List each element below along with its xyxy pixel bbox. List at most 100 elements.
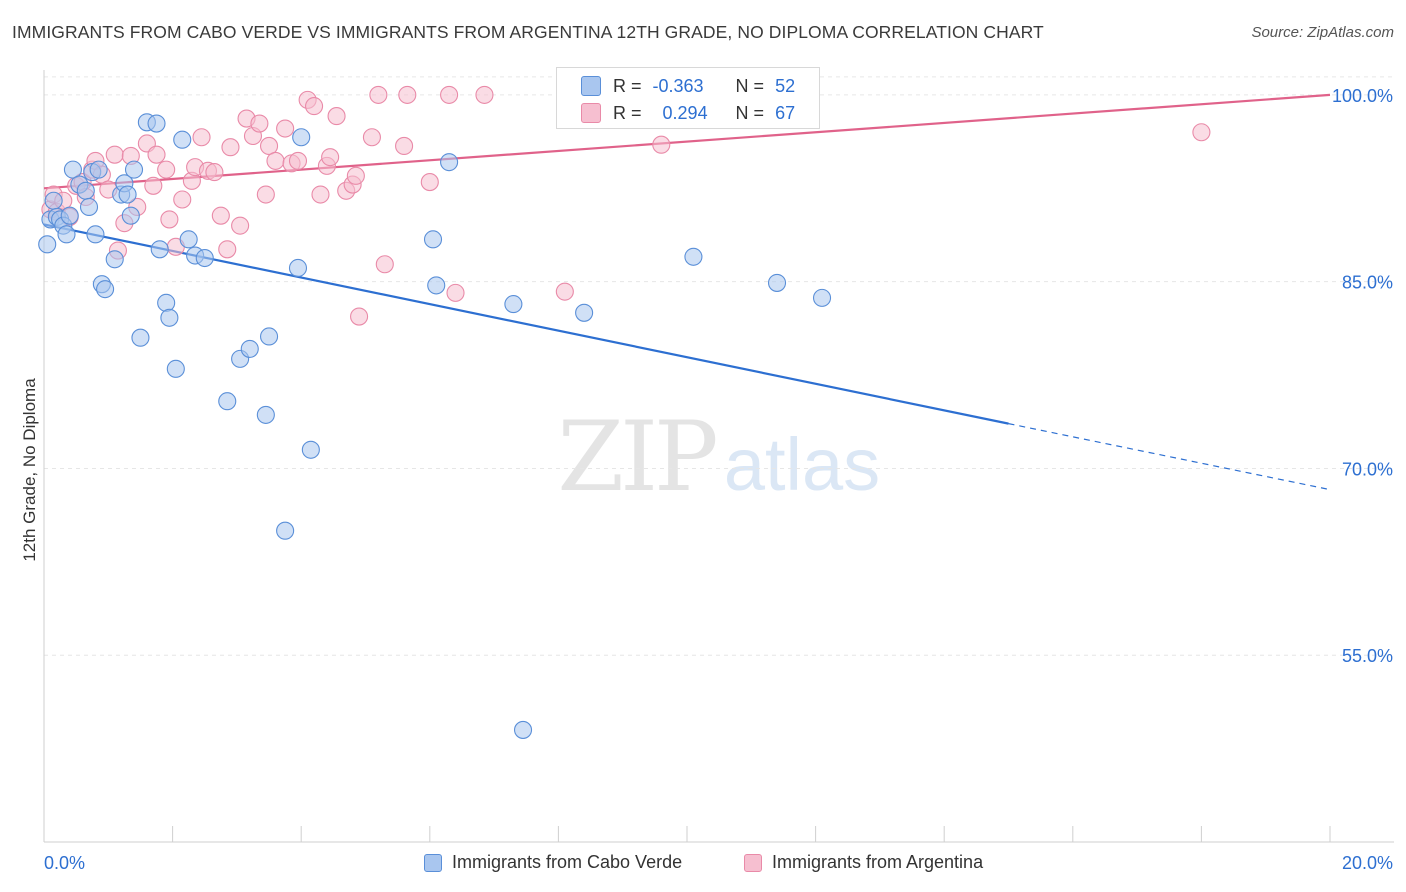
point-argentina	[652, 135, 671, 154]
point-cabo-verde	[147, 114, 166, 133]
point-argentina	[144, 176, 163, 195]
n-label: N =	[735, 76, 765, 96]
point-argentina	[555, 282, 574, 301]
point-cabo-verde	[195, 248, 214, 268]
r-label: R =	[613, 76, 642, 96]
watermark-zip: ZIP	[557, 401, 716, 513]
chart-title: IMMIGRANTS FROM CABO VERDE VS IMMIGRANTS…	[12, 22, 1044, 42]
point-cabo-verde	[105, 250, 124, 269]
point-argentina	[105, 145, 124, 164]
bottom-legend: Immigrants from Cabo Verde Immigrants fr…	[0, 852, 1406, 878]
point-argentina	[305, 97, 324, 116]
point-cabo-verde	[121, 206, 140, 225]
r-value: -0.363	[652, 76, 704, 96]
point-cabo-verde	[684, 247, 703, 266]
point-cabo-verde	[292, 128, 311, 147]
point-argentina	[288, 151, 308, 170]
grid	[44, 76, 1394, 656]
point-argentina	[192, 128, 211, 147]
point-argentina	[147, 145, 166, 164]
point-argentina	[1192, 123, 1211, 142]
point-argentina	[346, 166, 365, 185]
point-cabo-verde	[440, 153, 459, 172]
point-cabo-verde	[60, 206, 79, 225]
n-value: 67	[775, 103, 796, 123]
point-argentina	[231, 216, 250, 235]
point-cabo-verde	[89, 160, 108, 179]
point-argentina	[475, 85, 494, 104]
watermark-atlas: atlas	[724, 423, 880, 506]
axes	[43, 70, 1394, 843]
point-cabo-verde	[38, 235, 57, 254]
legend-label-cabo-verde: Immigrants from Cabo Verde	[452, 852, 683, 872]
y-tick-label: 55.0%	[1342, 646, 1393, 666]
point-cabo-verde	[96, 280, 115, 299]
point-cabo-verde	[124, 160, 144, 179]
watermark: ZIP atlas	[557, 401, 880, 513]
point-cabo-verde	[150, 240, 169, 259]
point-cabo-verde	[157, 293, 176, 312]
legend-swatch-cabo-verde	[424, 853, 442, 872]
point-argentina	[440, 85, 459, 104]
point-cabo-verde	[288, 258, 308, 278]
point-cabo-verde	[118, 185, 137, 204]
point-argentina	[375, 255, 394, 274]
point-argentina	[420, 173, 439, 192]
point-argentina	[311, 185, 330, 204]
point-argentina	[205, 163, 224, 182]
point-argentina	[276, 119, 295, 138]
source-label: Source: ZipAtlas.com	[1251, 24, 1394, 41]
point-argentina	[398, 85, 417, 104]
point-cabo-verde	[301, 440, 320, 459]
point-argentina	[211, 206, 230, 225]
point-cabo-verde	[166, 359, 185, 378]
data-points	[38, 85, 1211, 739]
point-cabo-verde	[76, 181, 95, 200]
point-argentina	[157, 160, 176, 179]
point-cabo-verde	[513, 720, 533, 739]
point-argentina	[395, 136, 414, 156]
point-cabo-verde	[256, 405, 275, 424]
argentina-swatch	[581, 103, 601, 123]
point-cabo-verde	[160, 308, 179, 327]
point-argentina	[266, 151, 285, 170]
y-tick-label: 85.0%	[1342, 273, 1393, 293]
y-tick-label: 100.0%	[1332, 86, 1393, 106]
point-cabo-verde	[173, 130, 192, 149]
n-label: N =	[735, 103, 765, 123]
point-argentina	[160, 210, 179, 229]
point-cabo-verde	[44, 191, 63, 210]
point-argentina	[218, 240, 237, 259]
r-value: 0.294	[662, 103, 708, 123]
point-argentina	[362, 128, 381, 147]
point-argentina	[350, 307, 369, 326]
point-argentina	[446, 283, 465, 302]
point-argentina	[173, 190, 192, 209]
stats-legend: R = -0.363 N = 52 R = 0.294 N = 67	[556, 67, 820, 129]
point-cabo-verde	[276, 521, 295, 540]
tick-labels: 55.0% 70.0% 85.0% 100.0% 0.0% 20.0%	[44, 86, 1393, 873]
point-cabo-verde	[575, 303, 594, 322]
point-cabo-verde	[504, 295, 523, 314]
legend-label-argentina: Immigrants from Argentina	[772, 852, 984, 872]
point-cabo-verde	[131, 328, 150, 347]
point-argentina	[250, 114, 269, 133]
point-cabo-verde	[57, 225, 76, 244]
point-cabo-verde	[240, 339, 259, 358]
point-argentina	[327, 107, 346, 126]
point-cabo-verde	[63, 160, 82, 179]
point-cabo-verde	[812, 288, 832, 307]
point-cabo-verde	[259, 327, 279, 346]
y-tick-label: 70.0%	[1342, 459, 1393, 479]
legend-swatch-argentina	[744, 853, 762, 872]
trend-line-argentina	[43, 93, 1331, 190]
cabo-verde-swatch	[581, 76, 601, 96]
point-cabo-verde	[767, 273, 787, 292]
point-cabo-verde	[179, 230, 198, 249]
point-argentina	[221, 138, 240, 157]
point-cabo-verde	[427, 276, 446, 295]
point-cabo-verde	[423, 230, 443, 249]
point-cabo-verde	[86, 225, 105, 244]
x-tick-label: 0.0%	[44, 853, 85, 873]
